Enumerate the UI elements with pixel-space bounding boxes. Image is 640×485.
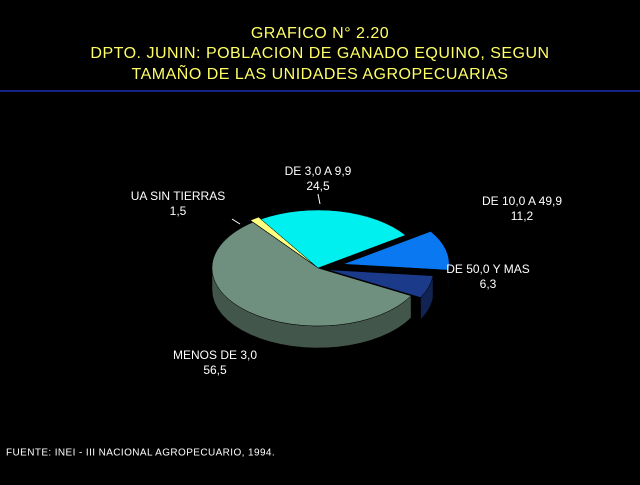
pie-slice	[327, 269, 434, 298]
slice-label: UA SIN TIERRAS	[131, 189, 225, 203]
slice-value-label: 1,5	[170, 204, 187, 218]
pie-slice	[260, 209, 406, 269]
chart-title: DPTO. JUNIN: POBLACION DE GANADO EQUINO,…	[90, 45, 549, 62]
slice-label: DE 3,0 A 9,9	[285, 164, 352, 178]
chart-title: TAMAÑO DE LAS UNIDADES AGROPECUARIAS	[132, 63, 509, 83]
pie	[211, 209, 450, 349]
pie-slice	[249, 216, 316, 267]
slice-value-label: 6,3	[480, 277, 497, 291]
slice-value-label: 56,5	[203, 363, 227, 377]
slice-value-label: 11,2	[511, 209, 534, 223]
slice-label: DE 50,0 Y MAS	[446, 262, 530, 276]
source-note: FUENTE: INEI - III NACIONAL AGROPECUARIO…	[6, 448, 275, 459]
leader-line	[317, 193, 321, 205]
pie-slice	[211, 222, 412, 327]
leader-line	[231, 218, 241, 225]
pie-slice	[343, 231, 450, 271]
slice-label: DE 10,0 A 49,9	[482, 194, 562, 208]
chart-title: GRAFICO N° 2.20	[251, 25, 389, 42]
slice-label: MENOS DE 3,0	[173, 348, 257, 362]
slice-value-label: 24,5	[306, 179, 330, 193]
